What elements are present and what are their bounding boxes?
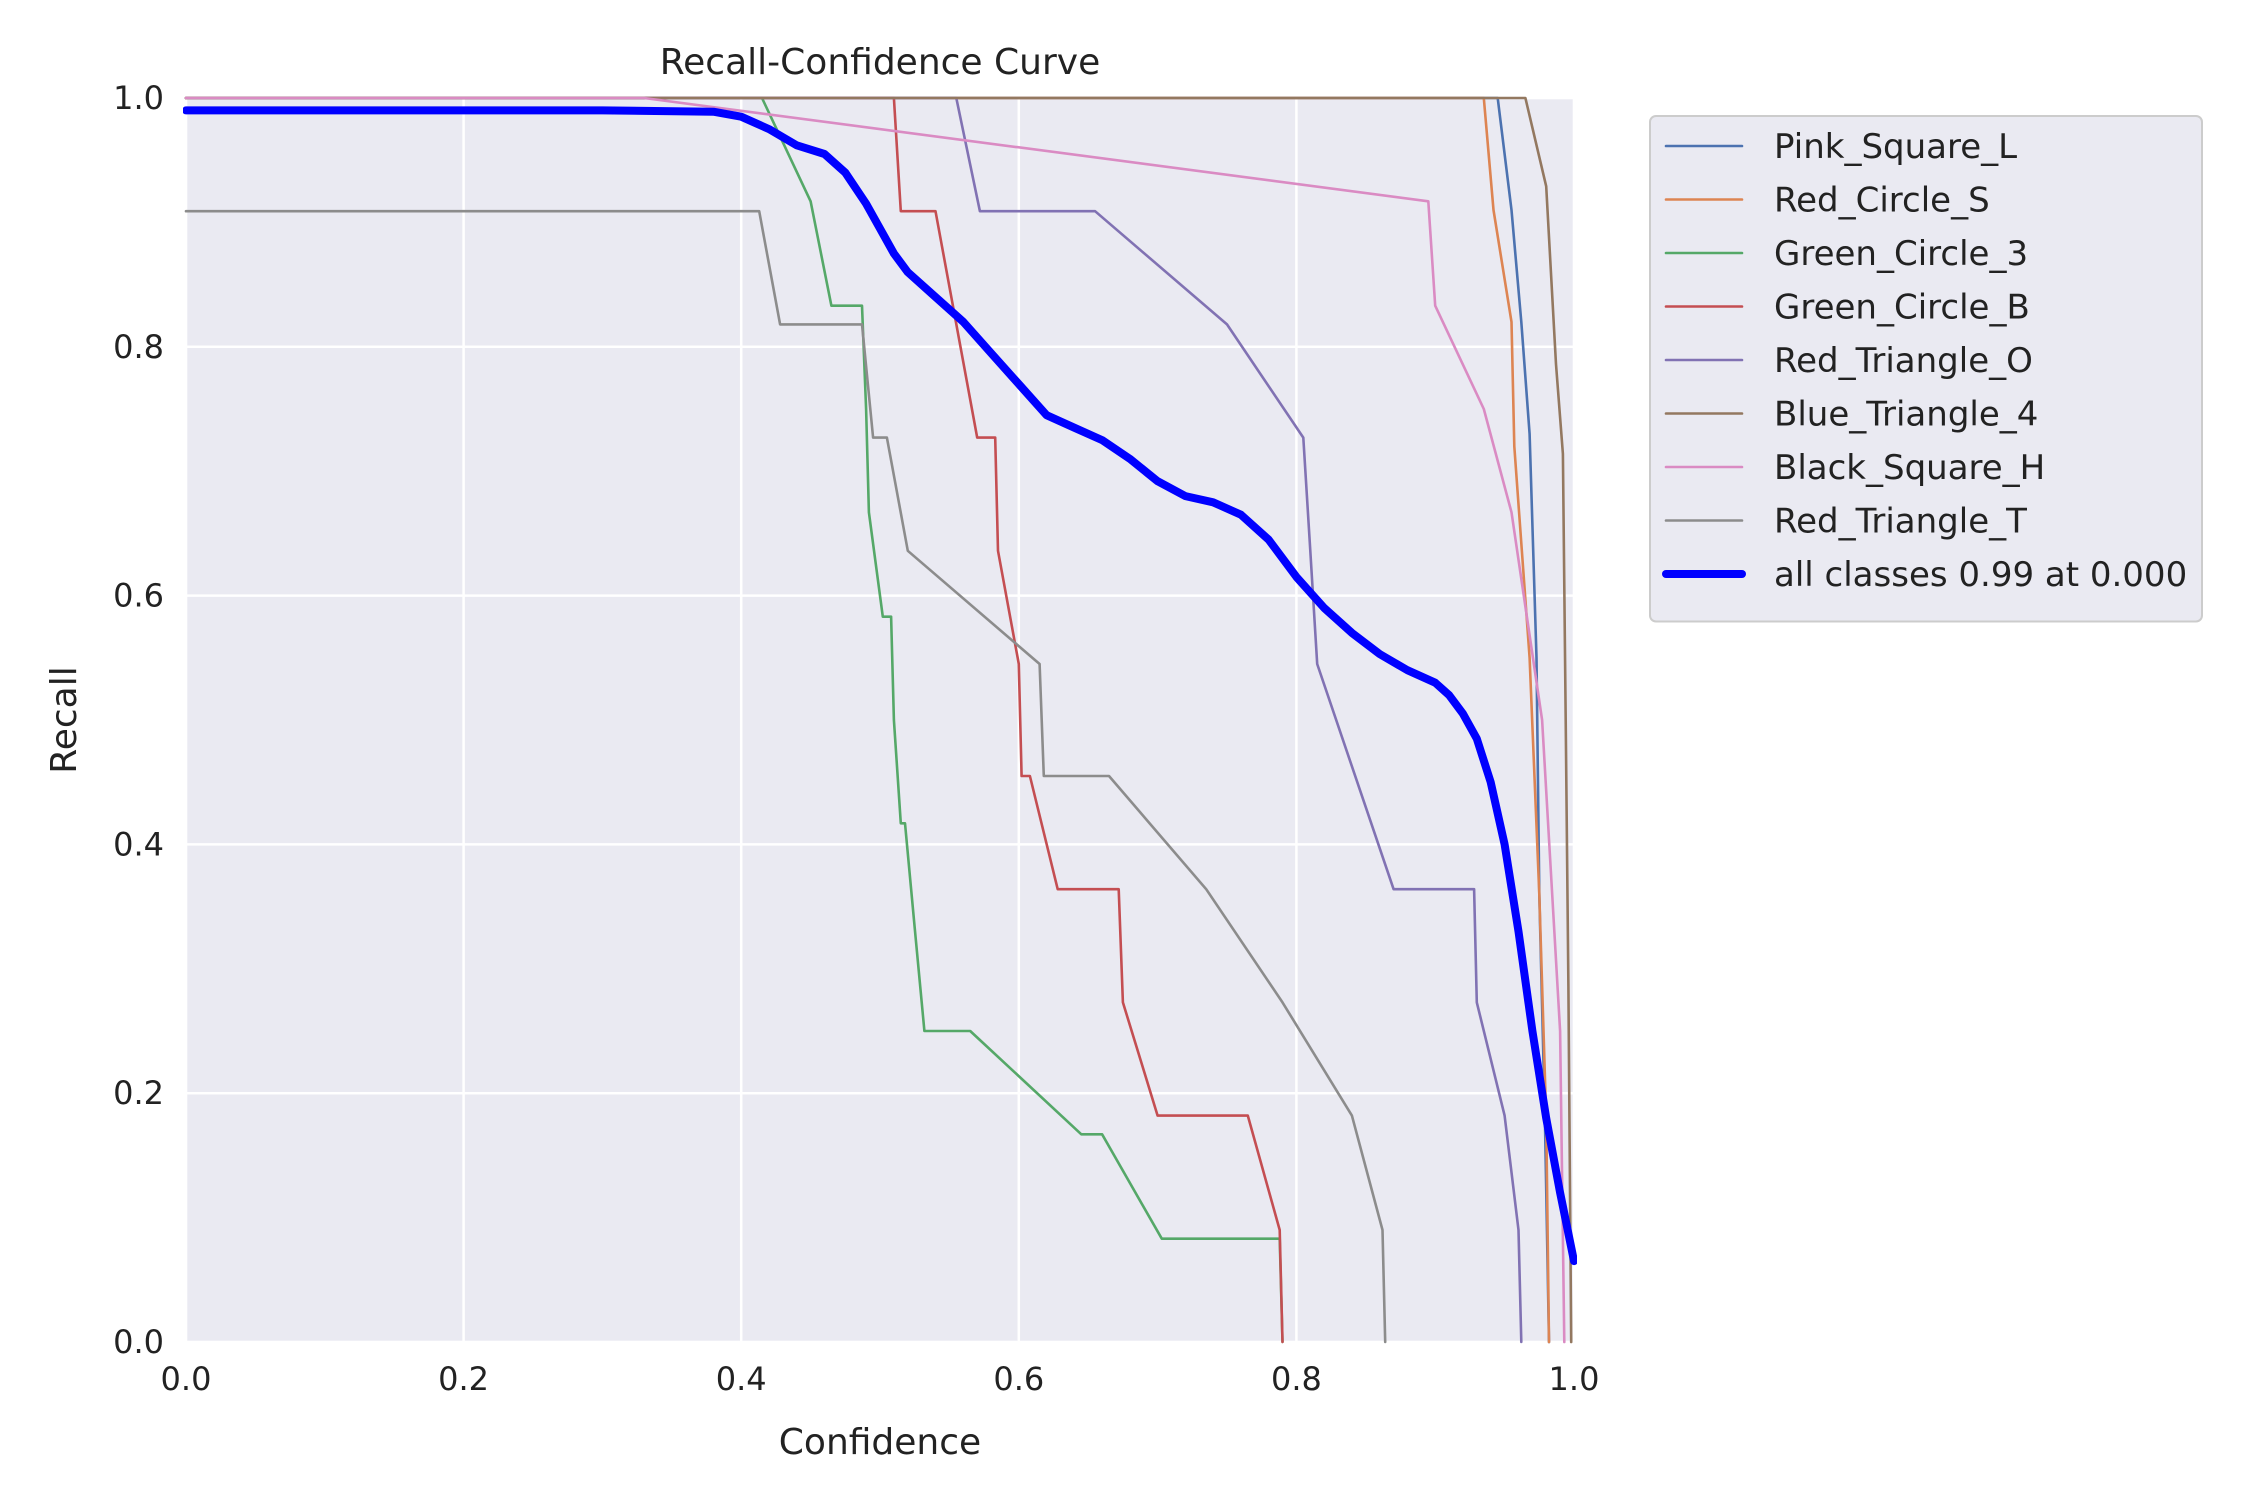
x-tick-label: 1.0 [1549,1360,1600,1398]
plot-area [186,98,1574,1342]
y-tick-label: 0.6 [113,577,164,615]
legend-label-0: Pink_Square_L [1774,127,2017,167]
legend-label-1: Red_Circle_S [1774,181,1990,221]
y-tick-label: 0.0 [113,1323,164,1361]
series-line-1 [184,96,1551,1344]
x-axis-label: Confidence [779,1422,981,1463]
y-tick-label: 0.4 [113,825,164,863]
legend: Pink_Square_L Red_Circle_S Green_Circle_3 G… [1649,115,2203,623]
legend-label-4: Red_Triangle_O [1774,341,2033,381]
x-tick-label: 0.6 [993,1360,1044,1398]
series-line-2 [184,96,1284,1344]
series-line-5 [184,96,1573,1344]
y-tick-label: 0.8 [113,328,164,366]
x-tick-label: 0.8 [1271,1360,1322,1398]
chart-title: Recall-Confidence Curve [660,42,1100,83]
legend-label-8: all classes 0.99 at 0.000 [1774,555,2187,595]
y-tick-label: 0.2 [113,1074,164,1112]
x-tick-label: 0.2 [438,1360,489,1398]
x-tick-label: 0.0 [161,1360,212,1398]
series-line-3 [184,96,1284,1344]
legend-label-2: Green_Circle_3 [1774,234,2028,274]
legend-box [1649,115,2203,623]
tick-labels: 0.0 0.2 0.4 0.6 0.8 1.0 0.0 0.2 0.4 0.6 0.8 1.0 [113,79,1599,1398]
series-line-6 [184,96,1566,1344]
y-tick-label: 1.0 [113,79,164,117]
series-line-8 [183,106,1577,1266]
legend-label-5: Blue_Triangle_4 [1774,395,2038,435]
series-line-7 [184,209,1387,1344]
legend-label-7: Red_Triangle_T [1774,502,2027,542]
legend-label-6: Black_Square_H [1774,448,2045,488]
y-axis-label: Recall [44,666,85,773]
x-tick-label: 0.4 [716,1360,767,1398]
series-line-4 [184,96,1523,1344]
legend-label-3: Green_Circle_B [1774,288,2030,328]
series-layer [183,96,1577,1344]
